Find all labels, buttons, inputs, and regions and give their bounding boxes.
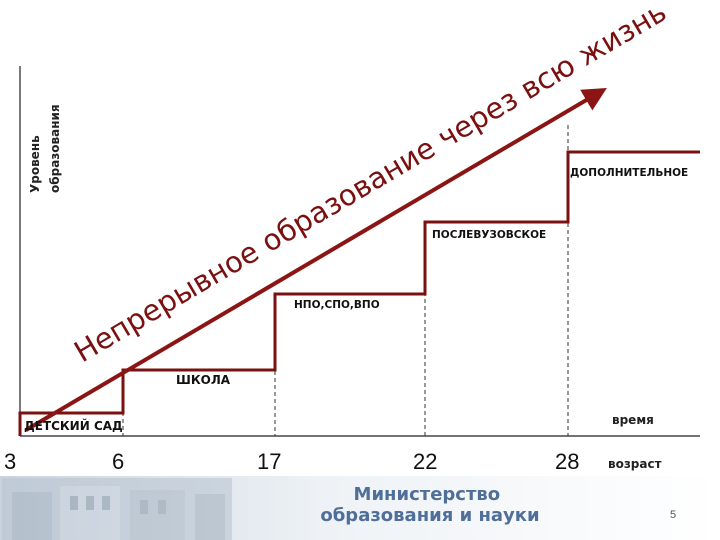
age-tick-6: 6 bbox=[112, 449, 124, 474]
lifelong-arrow bbox=[24, 87, 607, 432]
age-tick-17: 17 bbox=[257, 449, 281, 474]
age-tick-3: 3 bbox=[4, 449, 16, 474]
stage-label-additional: ДОПОЛНИТЕЛЬНОЕ bbox=[570, 167, 688, 179]
ministry-title: Министерство образования и науки bbox=[320, 484, 539, 526]
age-tick-28: 28 bbox=[555, 449, 579, 474]
y-axis-label: Уровень образования bbox=[28, 104, 62, 193]
stairs bbox=[18, 150, 700, 436]
stage-label-school: ШКОЛА bbox=[176, 373, 231, 387]
x-axis-label-time: время bbox=[612, 413, 654, 427]
page-number: 5 bbox=[670, 509, 676, 521]
stage-label-kindergarten: ДЕТСКИЙ САД bbox=[24, 418, 123, 433]
stage-label-vocational-higher: НПО,СПО,ВПО bbox=[294, 299, 380, 311]
x-axis-label-age: возраст bbox=[608, 457, 662, 471]
age-tick-22: 22 bbox=[413, 449, 437, 474]
stage-label-postgraduate: ПОСЛЕВУЗОВСКОЕ bbox=[432, 229, 546, 241]
building-photo bbox=[2, 478, 232, 540]
slogan: Непрерывное образование через всю жизнь bbox=[68, 0, 672, 369]
